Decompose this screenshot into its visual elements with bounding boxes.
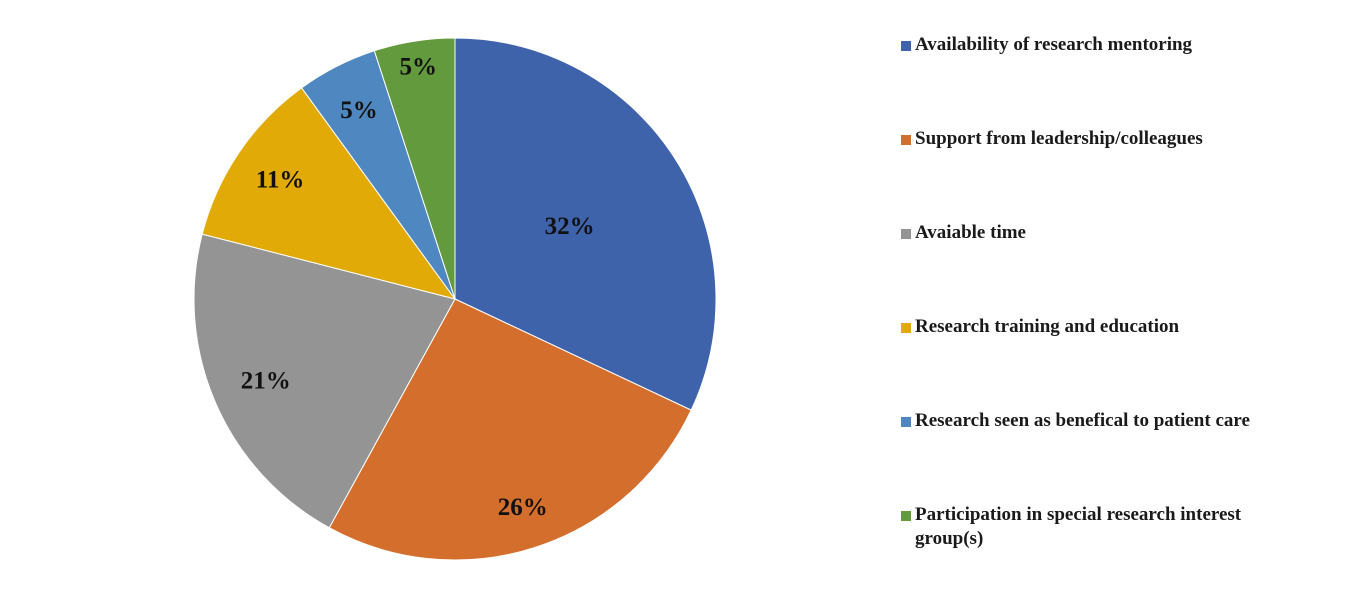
legend-swatch-support-from-leadership-colleagues [901, 135, 911, 145]
legend-label-availability-of-research-mentoring: Availability of research mentoring [915, 34, 1193, 55]
legend-item-avaiable-time: Avaiable time [901, 221, 1321, 245]
pie-data-label-avaiable-time: 21% [241, 367, 291, 394]
pie-slice-avaiable-time [193, 233, 456, 529]
legend-swatch-participation-in-special-research-interest-groups [901, 511, 911, 521]
legend-label-support-from-leadership-colleagues: Support from leadership/colleagues [915, 128, 1203, 149]
pie-data-label-availability-of-research-mentoring: 32% [545, 213, 595, 240]
legend-item-availability-of-research-mentoring: Availability of research mentoring [901, 33, 1321, 57]
pie-data-labels: 32% 26% 21% 11% 5% 5% [241, 54, 595, 522]
pie-chart: 32% 26% 21% 11% 5% 5% [193, 37, 717, 561]
legend-swatch-research-seen-as-benefical [901, 417, 911, 427]
pie-data-label-support-from-leadership-colleagues: 26% [498, 494, 548, 521]
legend-item-participation-in-special-research-interest-groups: Participation in special research intere… [901, 503, 1321, 551]
pie-slice-availability-of-research-mentoring [454, 37, 717, 411]
pie-slice-participation-in-special-research-interest-group-s [373, 37, 456, 300]
legend-label-avaiable-time: Avaiable time [915, 222, 1026, 243]
legend-label-research-training-and-education: Research training and education [915, 316, 1180, 337]
pie-chart-svg: 32% 26% 21% 11% 5% 5% [193, 37, 717, 561]
pie-slices [193, 37, 717, 561]
pie-data-label-participation-in-special-research-interest-group-s: 5% [400, 54, 438, 81]
legend-item-support-from-leadership-colleagues: Support from leadership/colleagues [901, 127, 1321, 151]
legend-item-research-seen-as-benefical: Research seen as benefical to patient ca… [901, 409, 1321, 433]
pie-slice-support-from-leadership-colleagues [328, 298, 692, 561]
pie-data-label-research-seen-as-benefical-to-patient-care: 5% [340, 97, 378, 124]
legend-label-research-seen-as-benefical: Research seen as benefical to patient ca… [915, 410, 1250, 431]
legend-item-research-training-and-education: Research training and education [901, 315, 1321, 339]
pie-data-label-research-training-and-education: 11% [256, 167, 305, 194]
pie-slice-research-training-and-education [201, 87, 457, 300]
legend-label-participation-in-special-research-interest-groups: Participation in special research intere… [915, 504, 1242, 549]
legend-swatch-availability-of-research-mentoring [901, 41, 911, 51]
legend-swatch-research-training-and-education [901, 323, 911, 333]
legend-swatch-avaiable-time [901, 229, 911, 239]
